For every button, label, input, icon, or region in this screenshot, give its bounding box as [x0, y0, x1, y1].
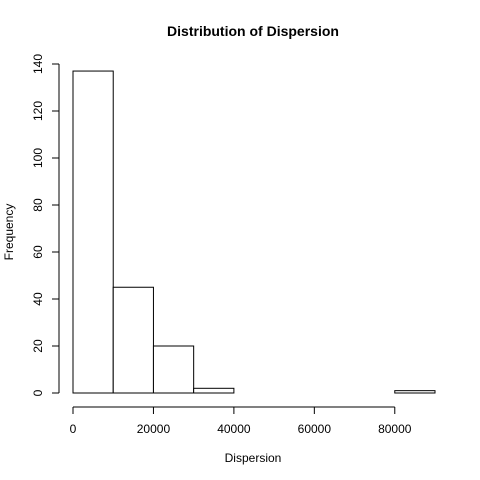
y-tick-label: 140	[31, 54, 45, 74]
y-axis: 0 20 40 60 80 100 120 140	[31, 54, 60, 396]
x-tick-label: 20000	[137, 422, 171, 436]
histogram-bar	[193, 387, 235, 394]
y-tick-label: 120	[31, 101, 45, 121]
histogram-bar	[72, 70, 114, 394]
x-axis: 0 20000 40000 60000 80000	[70, 406, 412, 436]
histogram-bar	[152, 345, 195, 394]
histogram-bar	[394, 390, 436, 394]
y-tick-label: 40	[31, 292, 45, 306]
chart-title: Distribution of Dispersion	[167, 23, 339, 39]
x-tick-label: 0	[70, 422, 77, 436]
y-tick-label: 60	[31, 245, 45, 259]
x-tick-label: 40000	[217, 422, 251, 436]
y-tick-label: 0	[31, 389, 45, 396]
y-axis-label: Frequency	[2, 204, 16, 261]
histogram-bar	[112, 286, 154, 394]
x-tick-label: 60000	[298, 422, 332, 436]
x-tick-label: 80000	[378, 422, 412, 436]
y-tick-label: 100	[31, 148, 45, 168]
y-tick-label: 80	[31, 198, 45, 212]
x-axis-label: Dispersion	[225, 451, 282, 465]
y-tick-label: 20	[31, 339, 45, 353]
histogram-bars	[72, 70, 436, 394]
